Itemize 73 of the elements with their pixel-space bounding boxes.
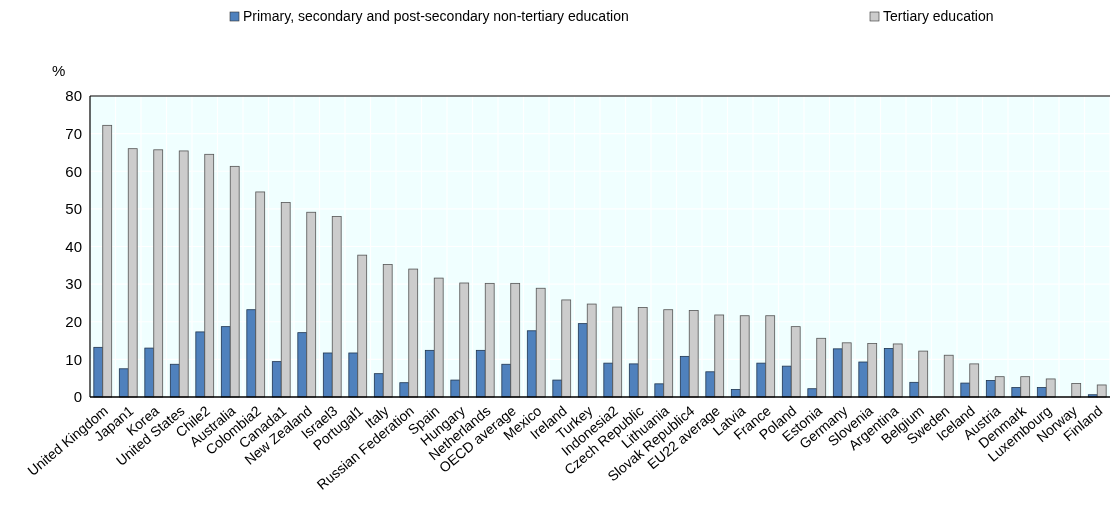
bar	[867, 343, 878, 398]
bar	[331, 216, 342, 398]
bar	[1071, 383, 1082, 398]
bar	[153, 149, 164, 398]
y-tick-label: 20	[65, 313, 82, 330]
bar	[535, 287, 546, 398]
bar	[832, 348, 843, 398]
bar	[348, 352, 359, 398]
bar	[382, 264, 393, 398]
bar	[969, 363, 980, 398]
bar	[1020, 376, 1031, 398]
y-tick-label: 10	[65, 350, 82, 368]
legend-label: Tertiary education	[883, 8, 994, 24]
bar	[994, 376, 1005, 398]
bar	[577, 323, 588, 398]
y-axis-title: %	[52, 62, 66, 79]
bar	[790, 326, 801, 398]
bar	[322, 352, 333, 398]
y-tick-label: 30	[65, 275, 82, 293]
bar	[1045, 378, 1056, 398]
bar	[297, 332, 308, 398]
y-tick-label: 40	[65, 237, 82, 255]
bar	[271, 361, 282, 398]
bar	[765, 315, 776, 398]
bar	[424, 349, 435, 398]
y-tick-label: 60	[65, 162, 82, 180]
bar	[229, 165, 240, 398]
bar	[144, 347, 155, 398]
bar	[246, 309, 257, 398]
bar	[459, 282, 470, 398]
y-tick-label: 50	[65, 200, 82, 218]
bar	[858, 361, 869, 398]
bar	[781, 365, 792, 398]
bar	[628, 363, 639, 398]
bar	[663, 309, 674, 398]
bar	[739, 315, 750, 398]
bar	[433, 277, 444, 398]
bar	[637, 307, 648, 398]
bar	[679, 355, 690, 398]
bar	[918, 350, 929, 398]
bar	[510, 282, 521, 398]
bar	[892, 343, 903, 398]
bar	[204, 153, 215, 398]
bar	[612, 306, 623, 398]
bar	[475, 349, 486, 398]
bar	[883, 348, 894, 398]
bar	[714, 314, 725, 398]
bar	[178, 150, 189, 398]
y-tick-label: 80	[65, 87, 82, 105]
bar	[220, 326, 231, 398]
bar	[816, 337, 827, 398]
bar	[127, 148, 138, 398]
bar	[484, 282, 495, 398]
bar	[561, 299, 572, 398]
y-tick-label: 70	[65, 124, 82, 142]
bar	[357, 254, 368, 398]
bar	[526, 330, 537, 398]
bar	[1096, 384, 1107, 398]
bar	[93, 346, 104, 398]
legend-label: Primary, secondary and post-secondary non-tertiary education	[243, 8, 629, 24]
bar	[688, 310, 699, 398]
bar	[756, 362, 767, 398]
bar	[306, 211, 317, 398]
bar	[603, 362, 614, 398]
bar	[102, 124, 113, 398]
bar	[586, 303, 597, 398]
bar	[195, 331, 206, 398]
y-tick-label: 0	[73, 388, 82, 406]
bar	[841, 342, 852, 398]
bar	[408, 268, 419, 398]
bar	[255, 191, 266, 398]
bar	[943, 354, 954, 398]
bar	[280, 202, 291, 398]
